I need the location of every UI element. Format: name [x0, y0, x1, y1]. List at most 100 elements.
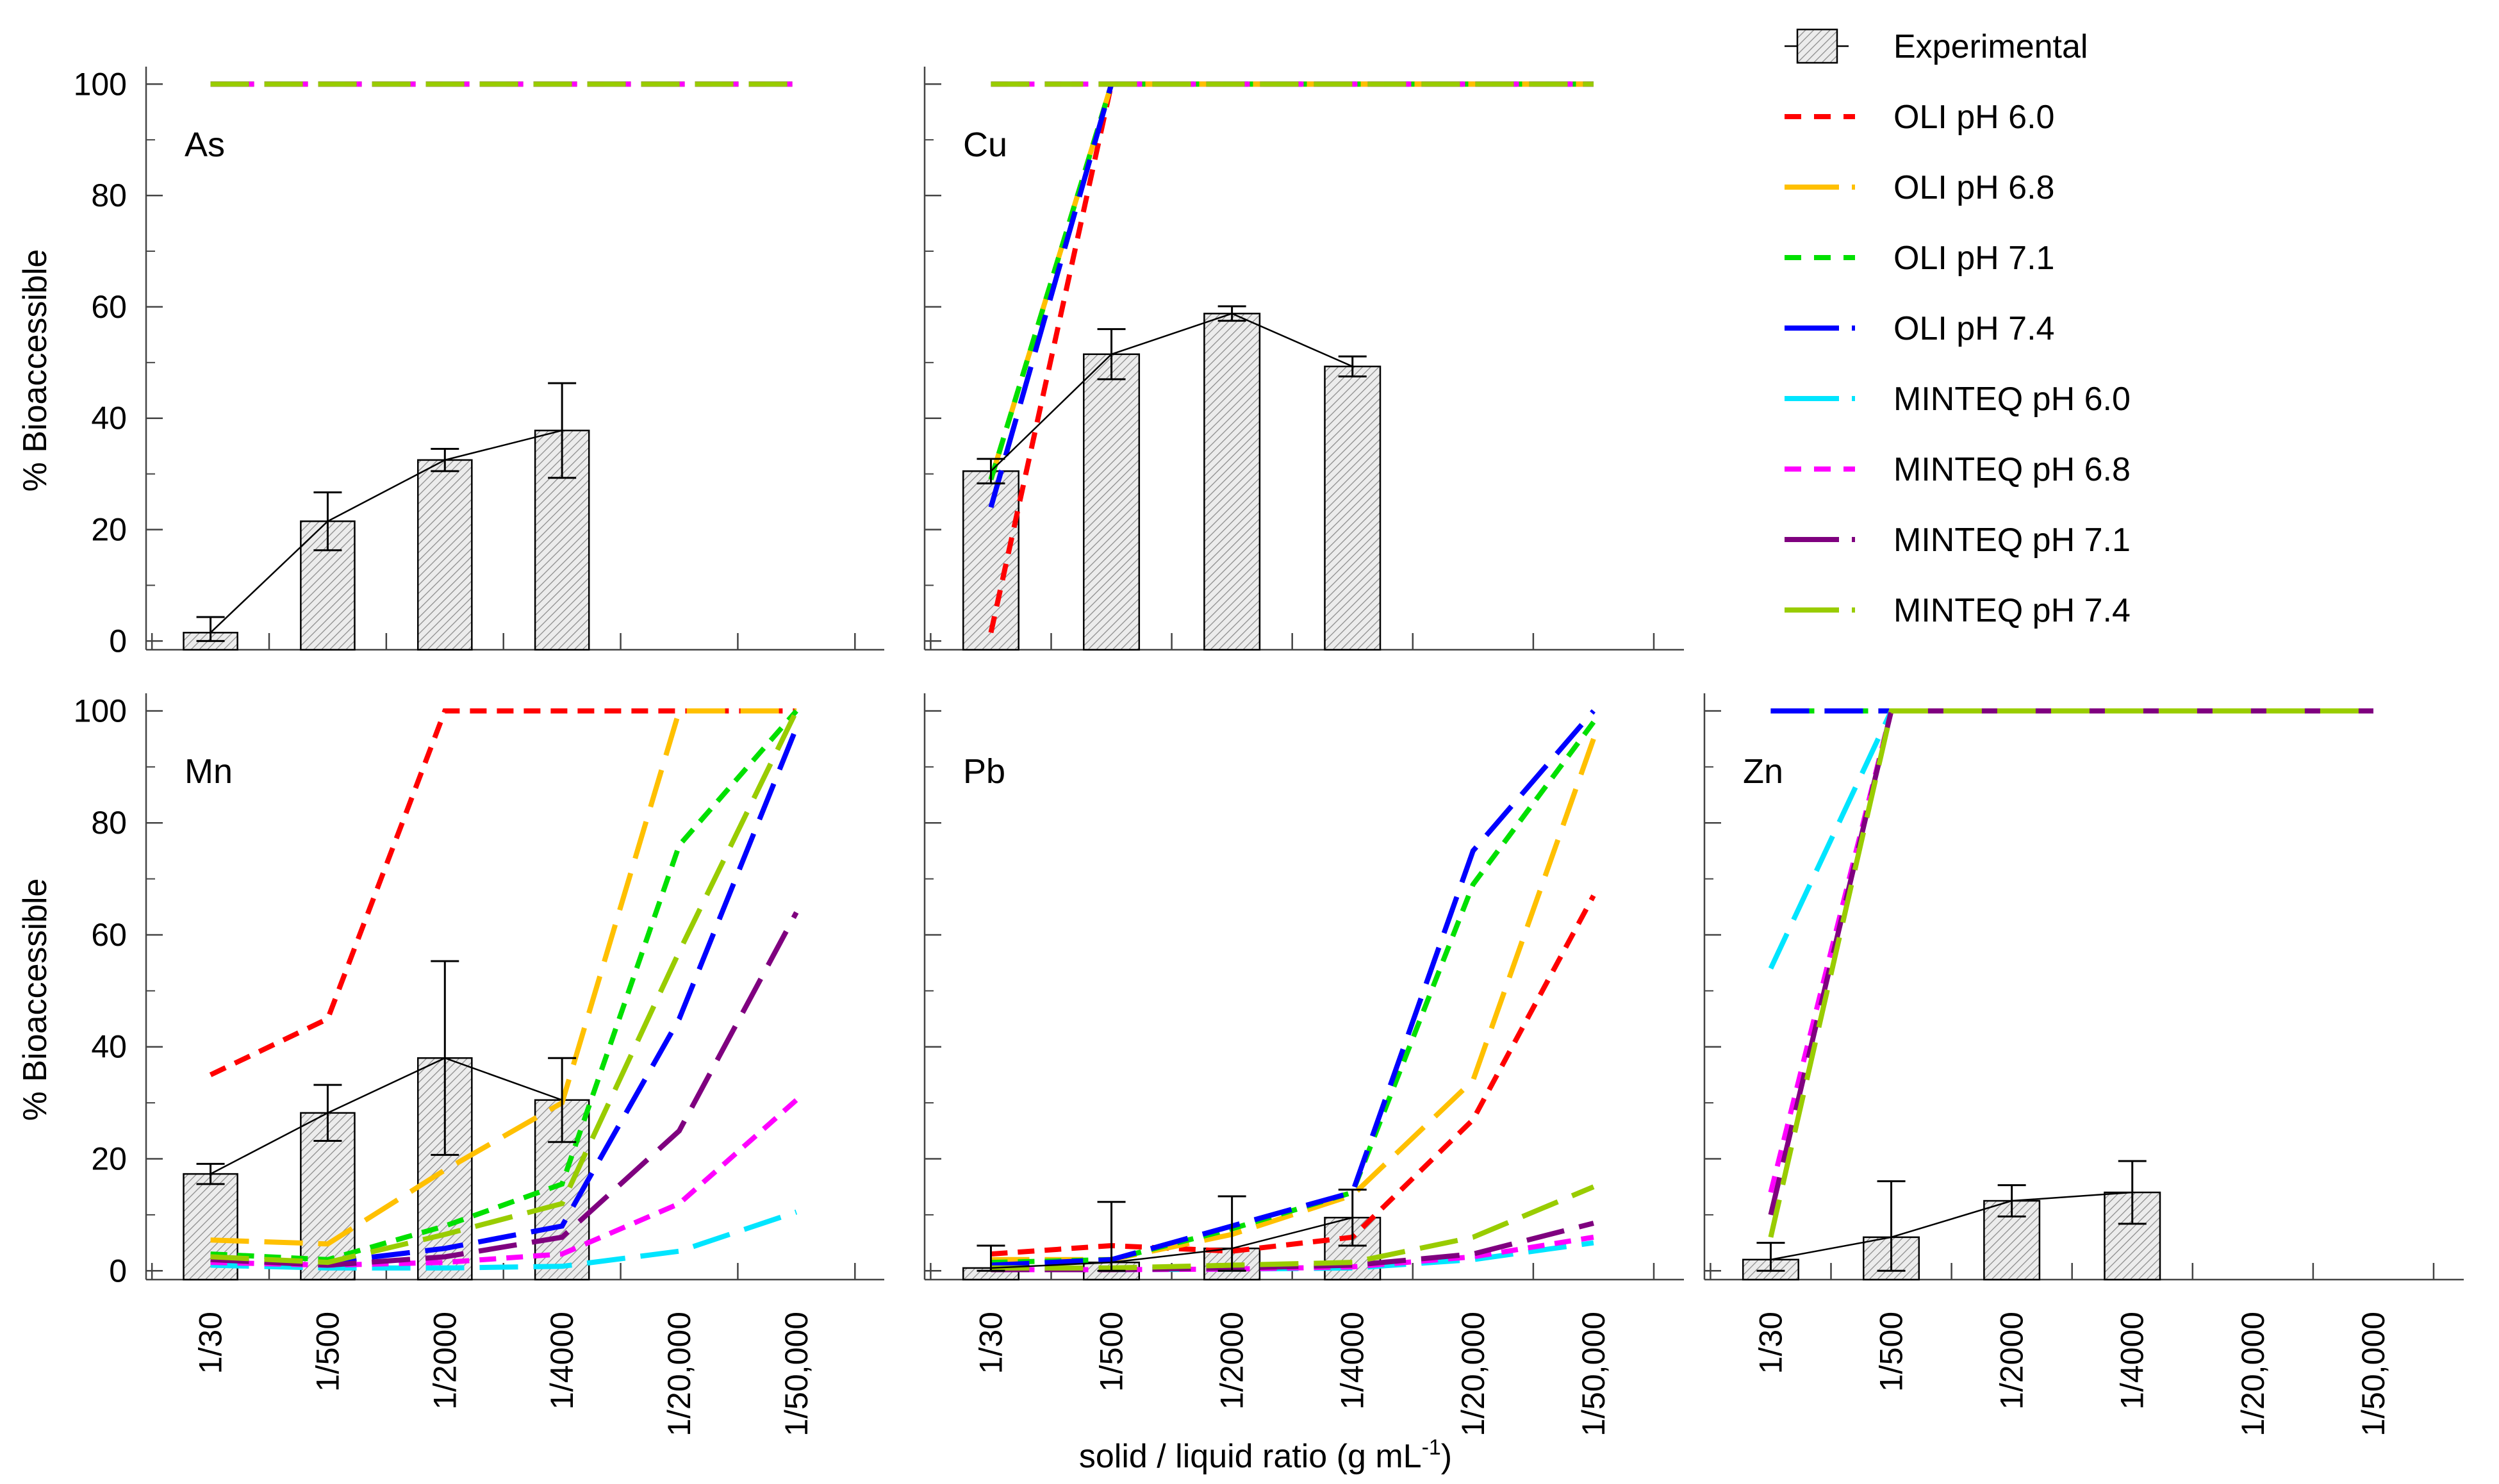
error-bar	[1217, 1195, 1246, 1272]
x-tick-label: 1/2000	[1994, 1312, 2030, 1410]
series-line-oli60	[988, 81, 1594, 634]
y-tick-label: 80	[91, 177, 127, 213]
x-tick-label: 1/2000	[427, 1312, 463, 1410]
legend: Experimental OLI pH 6.0 OLI pH 6.8 OLI pH 7…	[1785, 28, 2131, 629]
error-bar	[1338, 355, 1367, 378]
y-tick-label: 40	[91, 400, 127, 436]
error-bar	[1877, 1180, 1906, 1272]
y-axis-title-bottom: % Bioaccessible	[17, 878, 54, 1121]
error-bar	[977, 1244, 1005, 1272]
x-tick-label: 1/4000	[1335, 1312, 1371, 1410]
panel-label: As	[185, 126, 225, 164]
x-tick-label: 1/500	[309, 1312, 345, 1392]
legend-entry-exp: Experimental	[1785, 28, 2088, 65]
experimental-bar	[1324, 365, 1381, 651]
legend-label: MINTEQ pH 7.1	[1893, 522, 2131, 559]
legend-entry-min60: MINTEQ pH 6.0	[1785, 381, 2131, 418]
y-tick-label: 80	[91, 805, 127, 841]
error-bar	[548, 382, 577, 479]
series-line-oli74	[210, 727, 799, 1266]
panel-label: Zn	[1743, 752, 1783, 791]
legend-entry-oli71: OLI pH 7.1	[1785, 240, 2054, 277]
error-bar	[977, 458, 1005, 484]
legend-entry-oli68: OLI pH 6.8	[1785, 169, 2054, 206]
series-line-oli71	[210, 709, 798, 1262]
experimental-bar	[416, 459, 473, 651]
series-line-min71	[1768, 708, 2373, 1216]
series-line-min68	[1768, 708, 2373, 1193]
y-tick-label: 100	[74, 66, 127, 102]
chart-panels: 0 20 40 60 80 100 As Cu 0 20 40 60 80 100 1/30 1/500 1/2…	[74, 66, 2464, 1437]
x-tick-label: 1/50,000	[2355, 1312, 2391, 1437]
legend-entry-min74: MINTEQ pH 7.4	[1785, 592, 2131, 629]
series-line-oli71	[988, 81, 1594, 481]
panel-mn: 0 20 40 60 80 100 1/30 1/500 1/2000 1/4000 1/20,00…	[74, 693, 884, 1437]
series-line-oli68	[988, 81, 1594, 481]
experimental-line	[210, 1057, 563, 1175]
legend-label: MINTEQ pH 6.8	[1893, 451, 2131, 488]
x-tick-label: 1/4000	[544, 1312, 580, 1410]
panel-as: 0 20 40 60 80 100 As	[74, 66, 884, 659]
series-line-min60	[210, 1209, 798, 1271]
y-tick-label: 20	[91, 512, 127, 548]
panel-label: Mn	[185, 752, 233, 791]
legend-label: OLI pH 7.1	[1893, 240, 2054, 277]
legend-entry-oli74: OLI pH 7.4	[1785, 310, 2054, 347]
x-tick-label: 1/20,000	[661, 1312, 697, 1437]
series-line-oli68	[210, 708, 796, 1247]
error-bar	[196, 1162, 225, 1185]
error-bar	[1997, 1184, 2026, 1218]
y-tick-label: 0	[109, 623, 127, 659]
y-tick-label: 60	[91, 289, 127, 325]
error-bar	[1097, 1201, 1126, 1272]
error-bar	[313, 1084, 342, 1142]
experimental-bar	[1203, 313, 1261, 651]
x-tick-label: 1/30	[193, 1312, 229, 1374]
series-line-oli74	[991, 709, 1596, 1268]
x-tick-label: 1/50,000	[1576, 1312, 1612, 1437]
panel-pb: 1/30 1/500 1/2000 1/4000 1/20,000 1/50,000 Pb	[923, 693, 1684, 1437]
x-axis-title: solid / liquid ratio (g mL-1)	[1079, 1435, 1452, 1475]
series-line-oli74	[988, 81, 1594, 508]
panel-label: Pb	[963, 752, 1005, 791]
series-line-min74	[1768, 708, 2373, 1238]
panel-zn: 1/30 1/500 1/2000 1/4000 1/20,000 1/50,000 Zn	[1703, 693, 2464, 1437]
series-line-oli60	[991, 894, 1596, 1257]
series-line-oli68	[991, 738, 1596, 1262]
x-tick-label: 1/500	[1874, 1312, 1909, 1392]
error-bar	[1217, 305, 1246, 322]
error-bar	[1756, 1242, 1785, 1272]
x-tick-label: 1/30	[973, 1312, 1009, 1374]
x-tick-label: 1/30	[1753, 1312, 1788, 1374]
legend-label: Experimental	[1893, 28, 2088, 65]
legend-entry-min68: MINTEQ pH 6.8	[1785, 451, 2131, 488]
error-bar	[2118, 1160, 2147, 1225]
error-bar	[196, 616, 225, 642]
error-bar	[313, 491, 342, 552]
panel-cu: Cu	[923, 67, 1684, 651]
error-bar	[1338, 1189, 1367, 1247]
legend-label: OLI pH 6.8	[1893, 169, 2054, 206]
error-bar	[1097, 328, 1126, 381]
experimental-bar	[1083, 353, 1141, 651]
series-line-oli71	[991, 720, 1596, 1266]
experimental-line	[1770, 1191, 2132, 1261]
x-tick-label: 1/2000	[1214, 1312, 1250, 1410]
experimental-line	[990, 313, 1353, 472]
panel-label: Cu	[963, 126, 1007, 164]
error-bar	[548, 1057, 577, 1143]
legend-label: OLI pH 7.4	[1893, 310, 2054, 347]
x-tick-label: 1/500	[1094, 1312, 1130, 1392]
error-bar	[431, 960, 459, 1156]
legend-swatch-bar	[1796, 28, 1838, 64]
series-line-min71	[210, 911, 799, 1268]
x-tick-label: 1/4000	[2115, 1312, 2150, 1410]
y-tick-label: 0	[109, 1253, 127, 1289]
y-tick-label: 100	[74, 693, 127, 729]
experimental-bar	[962, 470, 1019, 651]
series-line-min74	[991, 1184, 1595, 1271]
y-tick-label: 40	[91, 1029, 127, 1065]
error-bar	[431, 448, 459, 472]
y-axis-title-top: % Bioaccessible	[17, 249, 54, 492]
